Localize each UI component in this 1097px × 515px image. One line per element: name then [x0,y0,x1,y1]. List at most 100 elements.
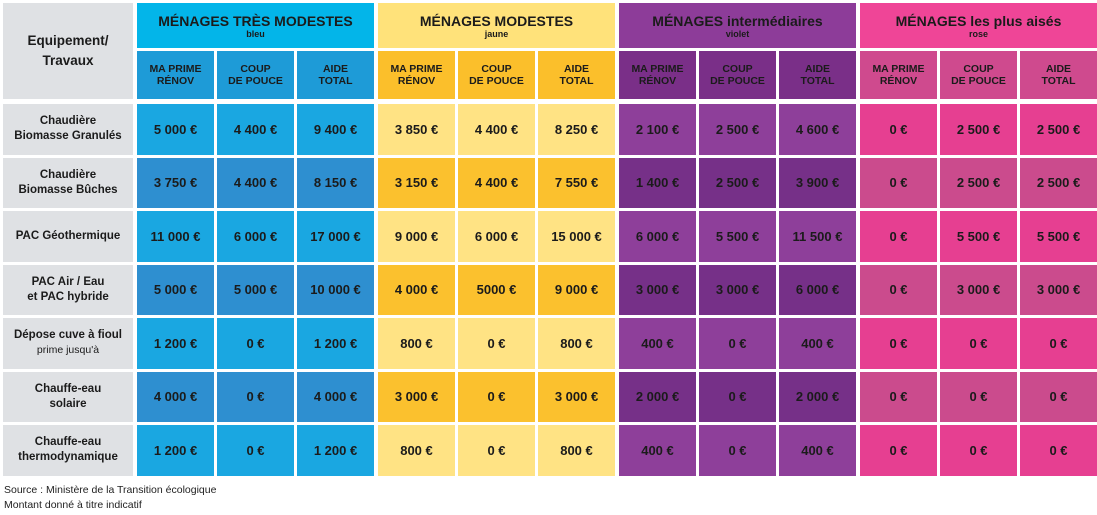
value-cell: 400 € [779,318,856,369]
row-label: Chaudière Biomasse Bûches [3,157,133,208]
column-header-label: MA PRIME RÉNOV [872,63,925,87]
value-text: 400 € [801,335,834,351]
value-text: 3 150 € [394,175,439,191]
row-label-sub: prime jusqu'à [36,344,100,357]
value-text: 0 € [728,442,747,458]
value-text: 2 000 € [635,389,680,405]
value-text: 2 500 € [715,175,760,191]
value-cell: 0 € [217,425,294,476]
value-text: 5 000 € [153,121,198,137]
value-cell: 3 750 € [137,157,214,208]
value-text: 0 € [889,335,908,351]
group-title: MÉNAGES MODESTES [419,12,574,29]
value-cell: 3 000 € [699,264,776,315]
value-text: 2 500 € [715,121,760,137]
value-cell: 0 € [1020,371,1097,422]
value-text: 0 € [487,442,506,458]
value-cell: 6 000 € [458,211,535,262]
row-label-main: Chauffe-eau solaire [34,382,102,410]
value-cell: 5 000 € [137,104,214,155]
row-label-main: PAC Air / Eau et PAC hybride [27,275,109,303]
value-text: 4 600 € [795,121,840,137]
value-text: 2 500 € [956,175,1001,191]
value-cell: 8 250 € [538,104,615,155]
value-text: 9 000 € [394,228,439,244]
value-text: 0 € [889,121,908,137]
value-cell: 3 900 € [779,157,856,208]
value-cell: 2 500 € [940,104,1017,155]
value-cell: 0 € [458,318,535,369]
disclaimer-line: Montant donné à titre indicatif [4,499,142,511]
value-cell: 2 500 € [1020,157,1097,208]
column-header-label: MA PRIME RÉNOV [149,63,202,87]
value-text: 4 400 € [233,121,278,137]
value-cell: 400 € [779,425,856,476]
value-cell: 4 000 € [378,264,455,315]
value-text: 3 000 € [554,389,599,405]
column-header-label: COUP DE POUCE [710,63,765,87]
row-label-main: Chauffe-eau thermodynamique [18,436,118,464]
value-text: 6 000 € [635,228,680,244]
group-subtitle: rose [968,28,988,39]
value-cell: 6 000 € [619,211,696,262]
value-text: 9 000 € [554,282,599,298]
row-label-text: Chauffe-eau solaire [35,382,101,412]
value-cell: 1 400 € [619,157,696,208]
column-header: COUP DE POUCE [217,51,294,99]
column-header: AIDE TOTAL [538,51,615,99]
value-text: 0 € [246,389,265,405]
value-text: 800 € [560,442,593,458]
value-cell: 0 € [860,318,937,369]
value-cell: 800 € [378,425,455,476]
value-text: 4 400 € [233,175,278,191]
value-cell: 5 500 € [1020,211,1097,262]
value-text: 0 € [728,389,747,405]
value-text: 3 000 € [1036,282,1081,298]
value-cell: 5 000 € [137,264,214,315]
group-subtitle: violet [725,28,750,39]
value-cell: 0 € [1020,425,1097,476]
value-cell: 0 € [860,264,937,315]
value-cell: 0 € [217,371,294,422]
value-cell: 7 550 € [538,157,615,208]
group-header: MÉNAGES les plus aisés rose [860,3,1097,48]
group-title: MÉNAGES intermédiaires [652,12,823,29]
value-text: 6 000 € [233,228,278,244]
value-cell: 2 500 € [699,157,776,208]
value-cell: 4 400 € [217,104,294,155]
value-cell: 3 000 € [619,264,696,315]
value-text: 0 € [969,335,988,351]
value-cell: 2 100 € [619,104,696,155]
value-text: 0 € [889,228,908,244]
value-cell: 6 000 € [217,211,294,262]
value-cell: 9 000 € [378,211,455,262]
value-text: 5 000 € [153,282,198,298]
value-text: 0 € [246,442,265,458]
source-note: Source : Ministère de la Transition écol… [4,483,216,513]
value-cell: 3 000 € [1020,264,1097,315]
value-cell: 0 € [699,425,776,476]
value-text: 2 500 € [1036,121,1081,137]
value-cell: 0 € [699,371,776,422]
value-text: 1 400 € [635,175,680,191]
row-label-main: Chaudière Biomasse Bûches [18,168,118,196]
column-header: MA PRIME RÉNOV [137,51,214,99]
column-header-label: AIDE TOTAL [800,63,835,87]
value-cell: 10 000 € [297,264,374,315]
value-cell: 0 € [940,318,1017,369]
value-text: 0 € [487,389,506,405]
value-text: 6 000 € [795,282,840,298]
value-cell: 0 € [860,104,937,155]
value-text: 4 400 € [474,121,519,137]
value-text: 400 € [641,335,674,351]
value-text: 0 € [1049,389,1068,405]
value-text: 3 750 € [153,175,198,191]
column-header: MA PRIME RÉNOV [860,51,937,99]
value-text: 0 € [969,442,988,458]
row-label-text: Dépose cuve à fioul prime jusqu'à [14,328,122,358]
value-text: 2 000 € [795,389,840,405]
value-cell: 400 € [619,425,696,476]
value-text: 0 € [246,335,265,351]
value-text: 3 000 € [394,389,439,405]
row-label-main: Chaudière Biomasse Granulés [14,115,122,143]
